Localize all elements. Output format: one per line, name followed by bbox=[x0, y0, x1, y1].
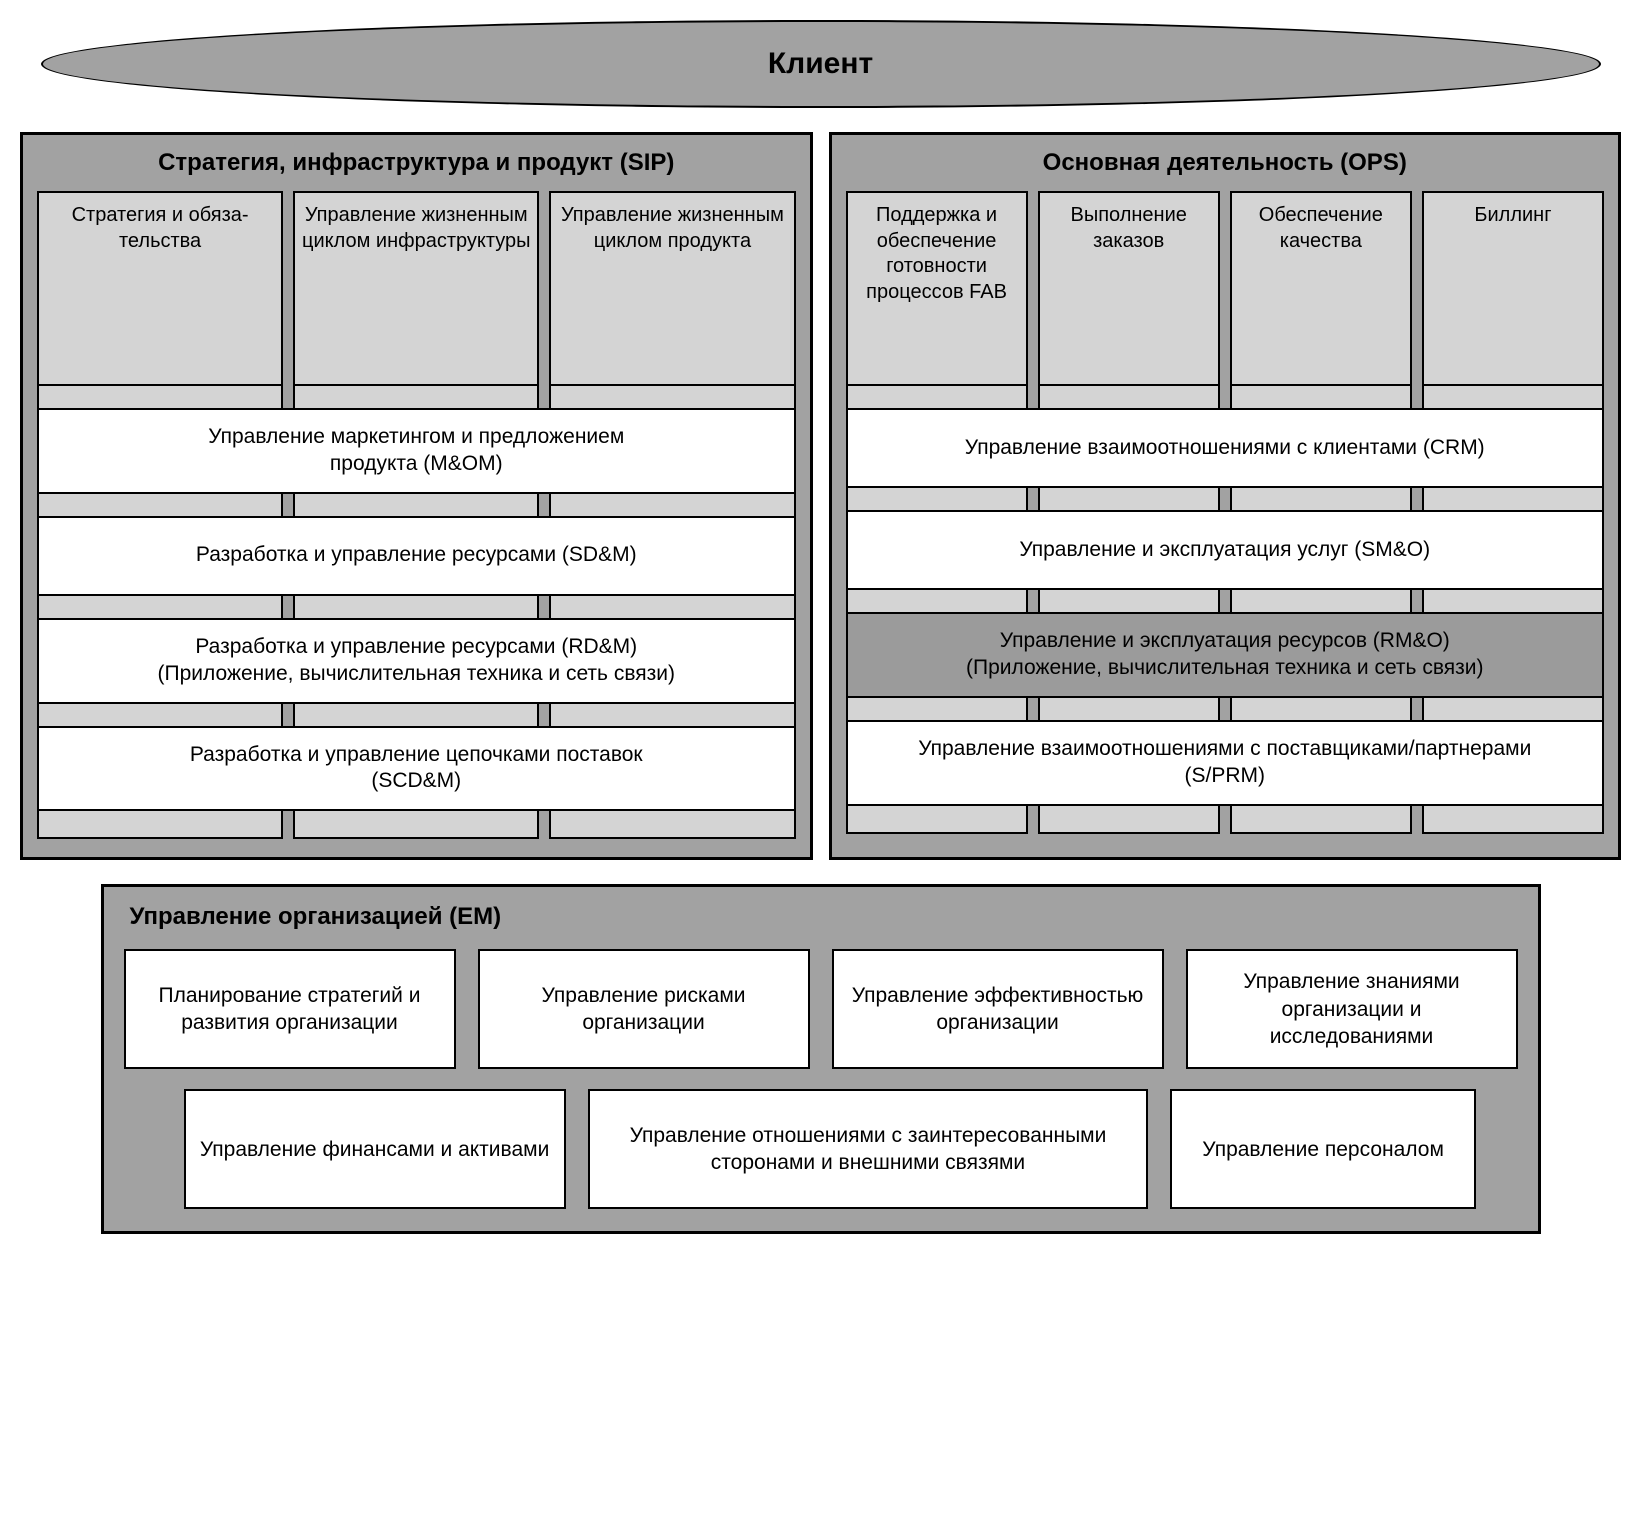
ops-row-2: Управление и эксплуатация ресурсов (RM&O… bbox=[846, 612, 1605, 698]
em-title: Управление организацией (EM) bbox=[124, 903, 1518, 931]
sip-row-0: Управление маркетингом и предложениемпро… bbox=[37, 408, 796, 494]
em-panel: Управление организацией (EM) Планировани… bbox=[101, 884, 1541, 1234]
sip-row-2-line1: Разработка и управление ресурсами (RD&M) bbox=[195, 634, 637, 661]
em-row1-box-1: Управление рисками организации bbox=[478, 949, 810, 1069]
main-panels-row: Стратегия, инфраструктура и продукт (SIP… bbox=[20, 132, 1621, 860]
ops-column-3: Биллинг bbox=[1422, 191, 1604, 386]
ops-row-2-line1: Управление и эксплуатация ресурсов (RM&O… bbox=[1000, 628, 1450, 655]
em-wrap: Управление организацией (EM) Планировани… bbox=[20, 884, 1621, 1234]
ops-body: Управление взаимоотношениями с клиентами… bbox=[846, 386, 1605, 834]
ops-title: Основная деятельность (OPS) bbox=[846, 149, 1605, 177]
client-ellipse: Клиент bbox=[41, 20, 1601, 108]
ops-holder: Поддержка и обеспечение готовности проце… bbox=[846, 191, 1605, 834]
em-row1-box-2: Управление эффективностью организации bbox=[832, 949, 1164, 1069]
ops-row-0-line1: Управление взаимоотношениями с клиентами… bbox=[965, 435, 1485, 462]
sip-column-0: Стратегия и обяза­тельства bbox=[37, 191, 283, 386]
em-row1-box-3: Управление знаниями организации и исслед… bbox=[1186, 949, 1518, 1069]
em-row-2: Управление финансами и активамиУправлени… bbox=[124, 1089, 1518, 1209]
ops-columns-row: Поддержка и обеспечение готовности проце… bbox=[846, 191, 1605, 386]
em-row2-box-2: Управление персоналом bbox=[1170, 1089, 1476, 1209]
sip-holder: Стратегия и обяза­тельстваУправление жиз… bbox=[37, 191, 796, 839]
sip-body: Управление маркетингом и предложениемпро… bbox=[37, 386, 796, 839]
ops-row-3-line2: (S/PRM) bbox=[1185, 763, 1266, 790]
ops-column-2: Обеспечение качества bbox=[1230, 191, 1412, 386]
sip-row-2: Разработка и управление ресурсами (RD&M)… bbox=[37, 618, 796, 704]
client-label: Клиент bbox=[768, 47, 873, 81]
ops-row-3: Управление взаимоотношениями с поставщик… bbox=[846, 720, 1605, 806]
client-ellipse-wrap: Клиент bbox=[20, 20, 1621, 108]
sip-row-2-line2: (Приложение, вычислительная техника и се… bbox=[158, 661, 675, 688]
sip-row-3-line1: Разработка и управление цепочками постав… bbox=[190, 742, 643, 769]
sip-title: Стратегия, инфраструктура и продукт (SIP… bbox=[37, 149, 796, 177]
sip-row-0-line1: Управление маркетингом и предложением bbox=[208, 424, 624, 451]
sip-row-1-line1: Разработка и управление ресурсами (SD&M) bbox=[196, 542, 637, 569]
sip-row-0-line2: продукта (M&OM) bbox=[330, 451, 503, 478]
ops-row-1: Управление и эксплуатация услуг (SM&O) bbox=[846, 510, 1605, 590]
ops-row-2-line2: (Приложение, вычислительная техника и се… bbox=[966, 655, 1483, 682]
sip-column-1: Управление жизненным циклом инфраструкту… bbox=[293, 191, 539, 386]
sip-panel: Стратегия, инфраструктура и продукт (SIP… bbox=[20, 132, 813, 860]
em-row2-box-1: Управление отношениями с заинтересованны… bbox=[588, 1089, 1149, 1209]
ops-panel: Основная деятельность (OPS) Поддержка и … bbox=[829, 132, 1622, 860]
ops-column-1: Выполнение заказов bbox=[1038, 191, 1220, 386]
ops-row-3-line1: Управление взаимоотношениями с поставщик… bbox=[918, 736, 1531, 763]
sip-row-3-line2: (SCD&M) bbox=[371, 768, 461, 795]
ops-column-0: Поддержка и обеспечение готовности проце… bbox=[846, 191, 1028, 386]
em-row-1: Планирование стратегий и развития органи… bbox=[124, 949, 1518, 1069]
sip-columns-row: Стратегия и обяза­тельстваУправление жиз… bbox=[37, 191, 796, 386]
sip-row-3: Разработка и управление цепочками постав… bbox=[37, 726, 796, 812]
em-row1-box-0: Планирование стратегий и развития органи… bbox=[124, 949, 456, 1069]
etom-diagram: Клиент Стратегия, инфраструктура и проду… bbox=[20, 20, 1621, 1234]
sip-column-2: Управление жизненным циклом продукта bbox=[549, 191, 795, 386]
ops-row-0: Управление взаимоотношениями с клиентами… bbox=[846, 408, 1605, 488]
em-row2-box-0: Управление финансами и активами bbox=[184, 1089, 566, 1209]
sip-row-1: Разработка и управление ресурсами (SD&M) bbox=[37, 516, 796, 596]
ops-row-1-line1: Управление и эксплуатация услуг (SM&O) bbox=[1019, 537, 1430, 564]
